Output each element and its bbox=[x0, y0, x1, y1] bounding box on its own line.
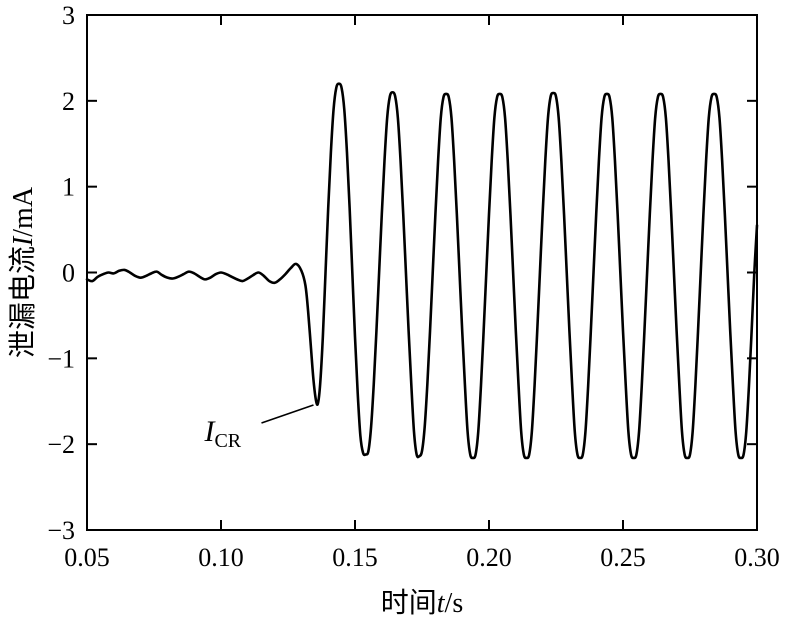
y-axis-label: 泄漏电流I/mA bbox=[7, 186, 39, 358]
icr-annotation-label: ICR bbox=[203, 415, 241, 452]
y-tick-label: 0 bbox=[62, 259, 75, 288]
y-tick-label: 3 bbox=[62, 1, 75, 30]
x-tick-label: 0.05 bbox=[64, 543, 110, 572]
y-tick-label: −2 bbox=[47, 430, 75, 459]
x-axis-label: 时间t/s bbox=[381, 587, 463, 619]
y-tick-label: −1 bbox=[47, 344, 75, 373]
y-tick-label: 1 bbox=[62, 173, 75, 202]
plot-frame bbox=[86, 14, 758, 531]
icr-annotation-leader bbox=[261, 404, 314, 424]
x-tick-label: 0.10 bbox=[198, 543, 244, 572]
y-axis-ticks: −3 −2 −1 0 1 2 3 bbox=[47, 1, 757, 545]
x-tick-label: 0.30 bbox=[734, 543, 780, 572]
leakage-current-line bbox=[85, 82, 759, 460]
x-tick-label: 0.15 bbox=[332, 543, 378, 572]
y-tick-label: −3 bbox=[47, 516, 75, 545]
x-tick-label: 0.20 bbox=[466, 543, 512, 572]
x-tick-label: 0.25 bbox=[600, 543, 646, 572]
x-axis-ticks: 0.05 0.10 0.15 0.20 0.25 0.30 bbox=[64, 15, 780, 572]
y-tick-label: 2 bbox=[62, 87, 75, 116]
